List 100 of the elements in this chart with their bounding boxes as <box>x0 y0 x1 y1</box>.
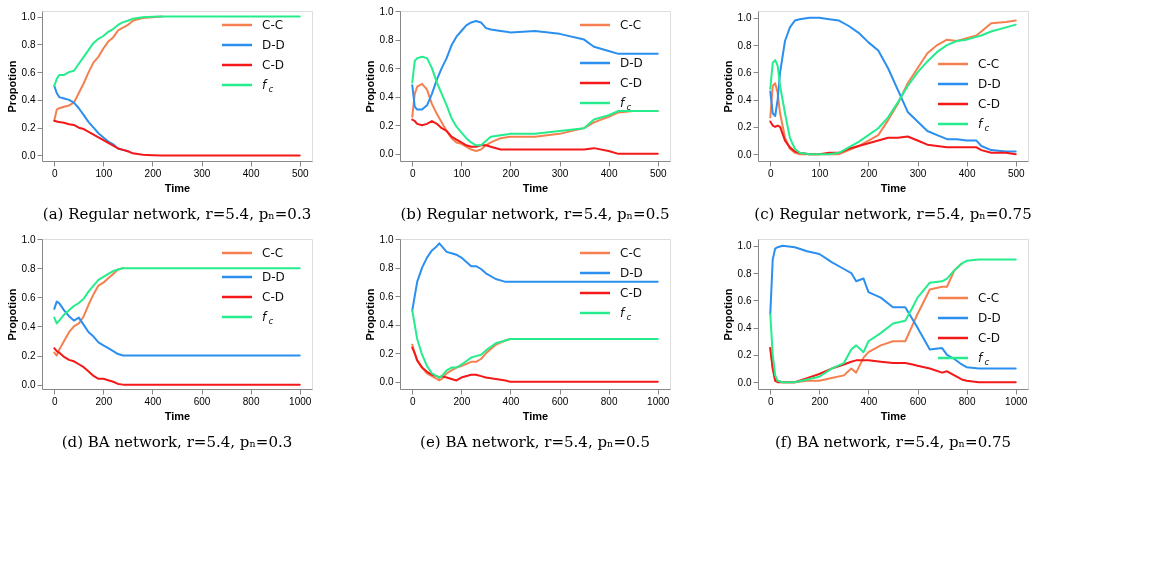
line-series <box>769 244 1017 370</box>
y-tick-label: 0.0 <box>379 376 394 388</box>
x-tick-label: 400 <box>958 167 976 179</box>
x-tick-label: 400 <box>860 395 878 407</box>
y-tick-label: 0.4 <box>21 320 36 332</box>
y-tick-label: 0.8 <box>21 38 36 50</box>
x-tick-label: 0 <box>51 167 58 179</box>
y-tick-label: 0.2 <box>737 349 752 361</box>
legend-label: C-D <box>978 97 1000 111</box>
y-tick-label: 0.2 <box>379 119 394 131</box>
x-tick-label: 0 <box>51 395 58 407</box>
line-series <box>53 267 301 325</box>
y-axis-title: Propotion <box>5 60 18 113</box>
line-series <box>411 20 659 111</box>
y-tick-label: 0.6 <box>21 291 36 303</box>
y-tick-label: 0.2 <box>379 347 394 359</box>
line-series <box>53 119 301 157</box>
y-tick-label: 0.4 <box>737 322 752 334</box>
y-tick-label: 0.2 <box>737 121 752 133</box>
x-axis-title: Time <box>880 181 907 194</box>
y-tick-label: 1.0 <box>737 12 752 24</box>
legend-label: D-D <box>262 270 285 284</box>
y-tick-label: 1.0 <box>379 5 394 17</box>
legend-label: C-D <box>978 331 1000 345</box>
y-tick-label: 0.6 <box>379 62 394 74</box>
y-tick-label: 1.0 <box>737 240 752 252</box>
x-tick-label: 0 <box>767 167 774 179</box>
legend-label: C-D <box>262 58 284 72</box>
x-tick-label: 800 <box>958 395 976 407</box>
legend-label: C-C <box>262 18 284 32</box>
y-tick-label: 0.8 <box>379 34 394 46</box>
y-tick-label: 0.0 <box>737 376 752 388</box>
x-axis-title: Time <box>164 181 191 194</box>
x-tick-label: 300 <box>193 167 211 179</box>
y-tick-label: 0.8 <box>737 39 752 51</box>
y-axis-title: Propotion <box>721 288 734 341</box>
y-tick-label: 0.6 <box>21 66 36 78</box>
x-tick-label: 600 <box>551 395 569 407</box>
line-series <box>53 15 301 87</box>
y-tick-label: 0.0 <box>21 149 36 161</box>
x-tick-label: 100 <box>453 167 471 179</box>
line-series <box>769 347 1017 384</box>
y-tick-label: 0.0 <box>21 379 36 391</box>
line-series <box>769 258 1017 384</box>
x-tick-label: 500 <box>649 167 668 179</box>
x-tick-label: 200 <box>95 395 113 407</box>
text: (f) BA network, r=5.4, pₙ=0.75 <box>774 433 1012 451</box>
legend-label: D-D <box>620 266 643 280</box>
x-tick-label: 200 <box>811 395 829 407</box>
x-tick-label: 100 <box>811 167 829 179</box>
x-tick-label: 400 <box>242 167 260 179</box>
y-tick-label: 0.6 <box>737 294 752 306</box>
x-tick-label: 300 <box>551 167 569 179</box>
x-tick-label: 600 <box>193 395 211 407</box>
legend-label: C-C <box>978 291 1000 305</box>
y-tick-label: 0.0 <box>379 148 394 160</box>
y-tick-label: 0.8 <box>379 262 394 274</box>
legend-label: C-D <box>262 290 284 304</box>
y-tick-label: 1.0 <box>379 233 394 245</box>
x-axis-title: Time <box>164 409 191 422</box>
line-series <box>769 120 1017 156</box>
y-tick-label: 0.8 <box>737 267 752 279</box>
x-tick-label: 400 <box>502 395 520 407</box>
x-tick-label: 800 <box>600 395 618 407</box>
y-tick-label: 0.4 <box>737 94 752 106</box>
y-tick-label: 0.4 <box>379 319 394 331</box>
x-tick-label: 400 <box>144 395 162 407</box>
y-tick-label: 0.0 <box>737 148 752 160</box>
x-tick-label: 1000 <box>289 395 312 407</box>
x-axis-title: Time <box>522 409 549 422</box>
legend-label: D-D <box>978 311 1001 325</box>
text: (c) Regular network, r=5.4, pₙ=0.75 <box>754 205 1032 223</box>
x-tick-label: 200 <box>860 167 878 179</box>
x-tick-label: 200 <box>502 167 520 179</box>
x-tick-label: 600 <box>909 395 927 407</box>
y-tick-label: 1.0 <box>21 11 36 23</box>
legend-label: D-D <box>978 77 1001 91</box>
line-series <box>411 346 659 383</box>
legend-label: D-D <box>262 38 285 52</box>
legend-label: C-C <box>978 57 1000 71</box>
x-tick-label: 1000 <box>1005 395 1028 407</box>
text: (e) BA network, r=5.4, pₙ=0.5 <box>420 433 650 451</box>
x-tick-label: 500 <box>1007 167 1026 179</box>
x-tick-label: 300 <box>909 167 927 179</box>
y-axis-title: Propotion <box>721 60 734 113</box>
line-series <box>53 300 301 357</box>
x-tick-label: 800 <box>242 395 260 407</box>
y-tick-label: 0.4 <box>21 94 36 106</box>
line-series <box>411 309 659 379</box>
text: (a) Regular network, r=5.4, pₙ=0.3 <box>42 205 312 223</box>
y-tick-label: 0.6 <box>737 66 752 78</box>
x-tick-label: 400 <box>600 167 618 179</box>
legend-label: D-D <box>620 56 643 70</box>
y-tick-label: 0.8 <box>21 262 36 274</box>
y-tick-label: 0.2 <box>21 122 36 134</box>
legend-label: C-C <box>620 18 642 32</box>
y-tick-label: 1.0 <box>21 233 36 245</box>
y-tick-label: 0.4 <box>379 91 394 103</box>
text: (d) BA network, r=5.4, pₙ=0.3 <box>61 433 293 451</box>
legend-label: C-C <box>262 246 284 260</box>
